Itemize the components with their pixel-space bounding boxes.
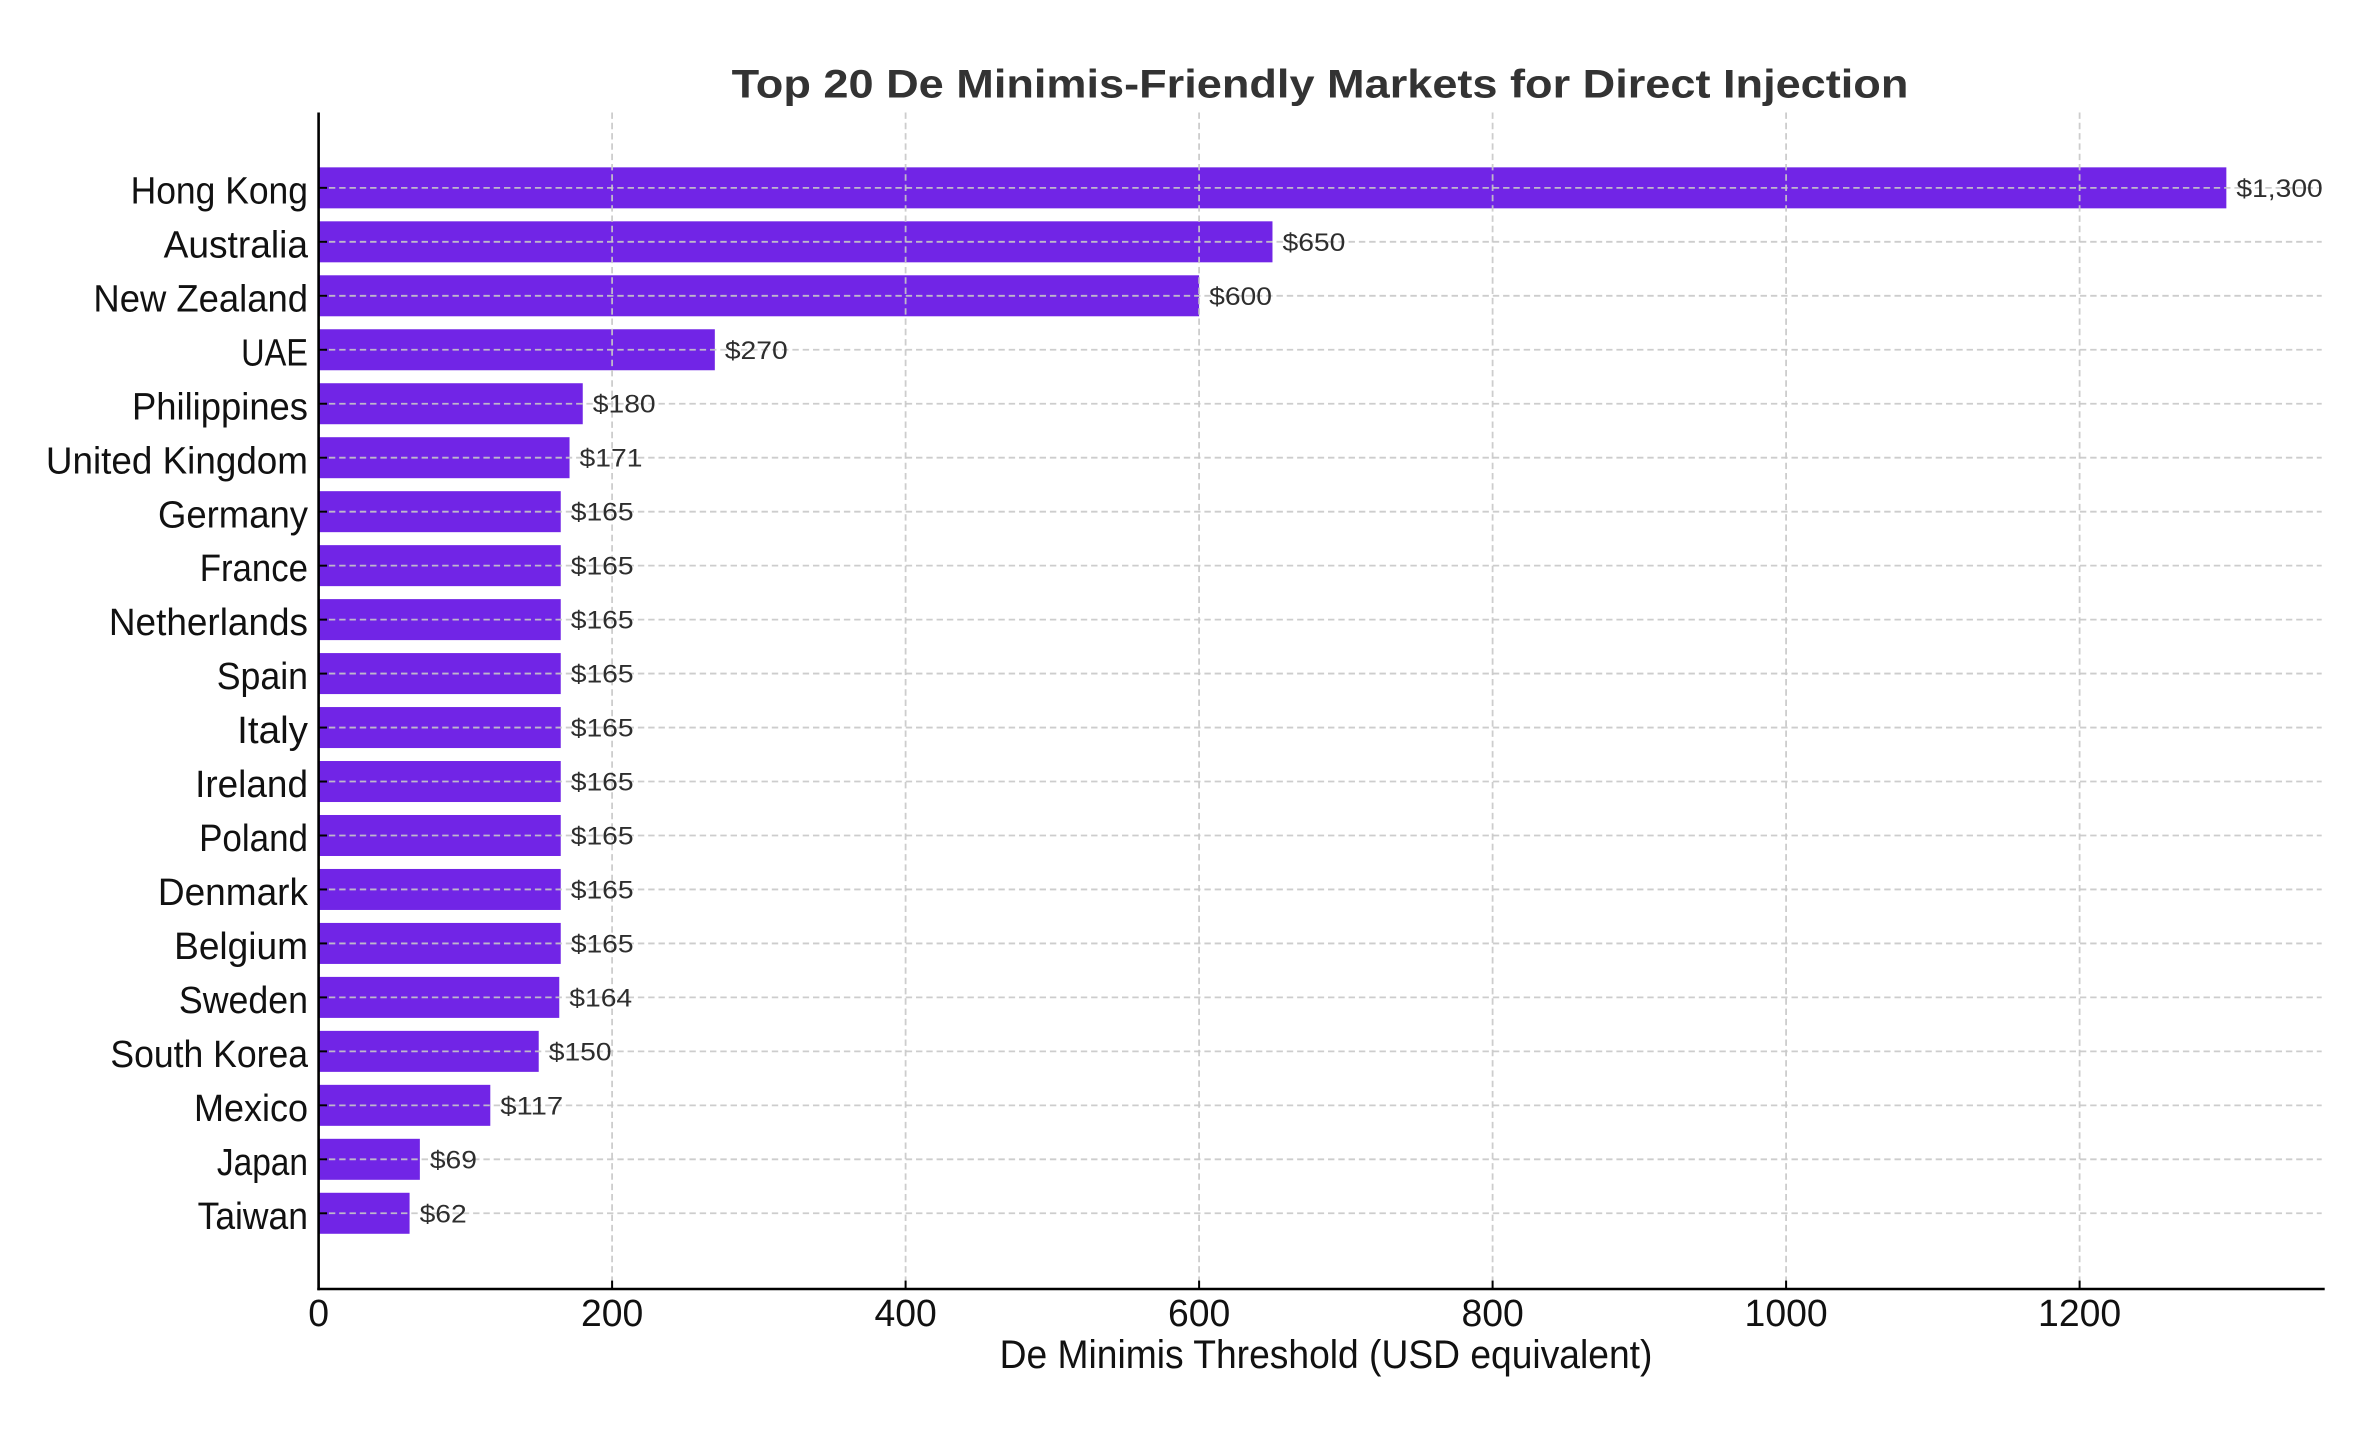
svg-text:600: 600 (1168, 1292, 1230, 1335)
svg-text:Italy: Italy (237, 709, 309, 752)
svg-text:Philippines: Philippines (132, 385, 308, 428)
svg-text:1000: 1000 (1745, 1292, 1828, 1335)
svg-text:800: 800 (1461, 1292, 1523, 1335)
svg-text:$270: $270 (725, 337, 788, 365)
svg-text:Denmark: Denmark (158, 871, 309, 914)
svg-text:$165: $165 (571, 876, 634, 904)
svg-text:United Kingdom: United Kingdom (46, 439, 308, 482)
svg-text:$150: $150 (549, 1038, 612, 1066)
svg-text:Australia: Australia (164, 223, 309, 266)
svg-text:200: 200 (581, 1292, 643, 1335)
svg-text:1200: 1200 (2038, 1292, 2121, 1335)
svg-text:$171: $171 (580, 445, 643, 473)
svg-text:$164: $164 (569, 984, 632, 1012)
svg-text:Belgium: Belgium (174, 925, 308, 968)
svg-text:Japan: Japan (217, 1141, 308, 1184)
svg-text:Sweden: Sweden (179, 979, 308, 1022)
svg-text:$165: $165 (571, 607, 634, 635)
svg-text:UAE: UAE (241, 331, 308, 374)
svg-text:De Minimis Threshold (USD equi: De Minimis Threshold (USD equivalent) (1000, 1333, 1653, 1377)
svg-text:South Korea: South Korea (110, 1033, 308, 1076)
svg-text:$165: $165 (571, 715, 634, 743)
svg-text:$62: $62 (420, 1200, 467, 1228)
svg-text:Ireland: Ireland (195, 763, 308, 806)
svg-text:$600: $600 (1209, 283, 1272, 311)
svg-text:Poland: Poland (199, 817, 308, 860)
svg-text:Spain: Spain (217, 655, 308, 698)
svg-text:$165: $165 (571, 769, 634, 797)
svg-text:$165: $165 (571, 499, 634, 527)
svg-text:$165: $165 (571, 661, 634, 689)
svg-text:$165: $165 (571, 930, 634, 958)
svg-text:$1,300: $1,300 (2236, 175, 2322, 203)
svg-text:$165: $165 (571, 822, 634, 850)
svg-text:Netherlands: Netherlands (109, 601, 308, 644)
svg-text:France: France (200, 547, 308, 590)
svg-text:Taiwan: Taiwan (198, 1195, 308, 1238)
svg-text:$69: $69 (430, 1146, 477, 1174)
svg-text:400: 400 (874, 1292, 936, 1335)
svg-text:Top 20 De Minimis-Friendly Mar: Top 20 De Minimis-Friendly Markets for D… (732, 63, 1909, 107)
svg-text:Germany: Germany (158, 493, 309, 536)
svg-text:Hong Kong: Hong Kong (131, 169, 308, 212)
svg-text:$165: $165 (571, 553, 634, 581)
svg-text:New Zealand: New Zealand (93, 277, 308, 320)
svg-text:Mexico: Mexico (194, 1087, 308, 1130)
svg-text:0: 0 (308, 1292, 329, 1335)
svg-text:$180: $180 (593, 391, 656, 419)
svg-text:$117: $117 (500, 1092, 563, 1120)
svg-text:$650: $650 (1282, 229, 1345, 257)
